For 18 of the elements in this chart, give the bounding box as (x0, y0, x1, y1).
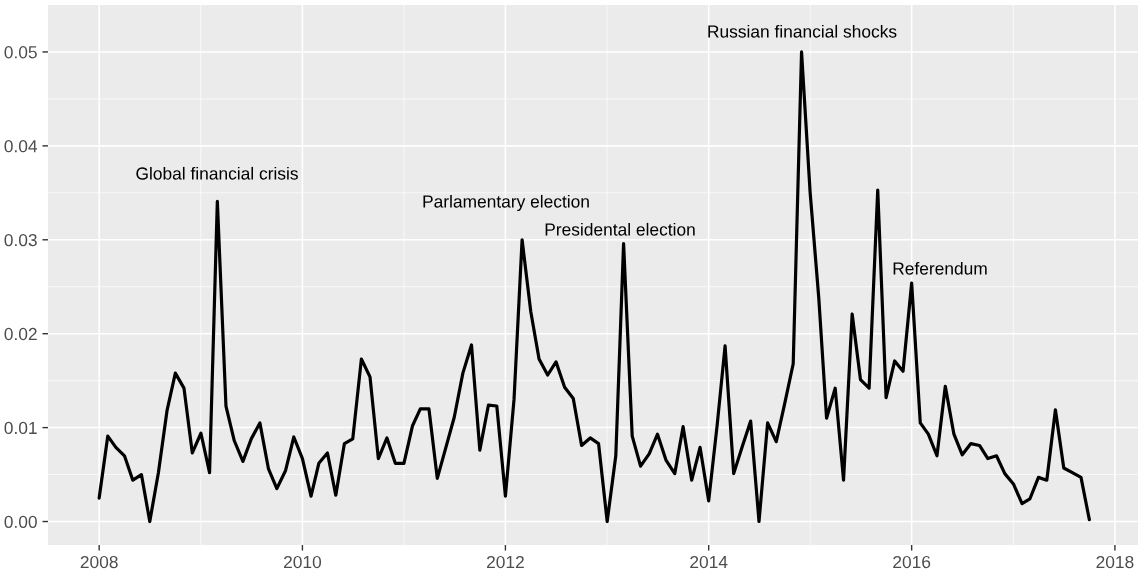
x-tick-label: 2018 (1096, 555, 1134, 569)
annotation: Russian financial shocks (708, 24, 897, 38)
x-tick-label: 2014 (690, 555, 728, 569)
y-tick-label: 0.05 (4, 46, 37, 59)
x-tick-label: 2010 (283, 555, 322, 569)
y-tick-label: 0.04 (4, 140, 38, 153)
x-tick-label: 2012 (486, 555, 524, 569)
annotation: Global financial crisis (136, 166, 298, 180)
x-tick-label: 2016 (893, 555, 931, 569)
annotation: Parlamentary election (423, 194, 589, 212)
x-tick-label: 2008 (80, 555, 118, 569)
line-series (97, 50, 1091, 524)
y-tick-label: 0.03 (4, 233, 37, 247)
annotation: Referendum (893, 261, 987, 275)
annotation: Presidental election (545, 222, 695, 236)
y-tick-label: 0.00 (4, 515, 37, 528)
y-tick-label: 0.02 (4, 327, 37, 341)
y-tick-label: 0.01 (4, 421, 37, 435)
